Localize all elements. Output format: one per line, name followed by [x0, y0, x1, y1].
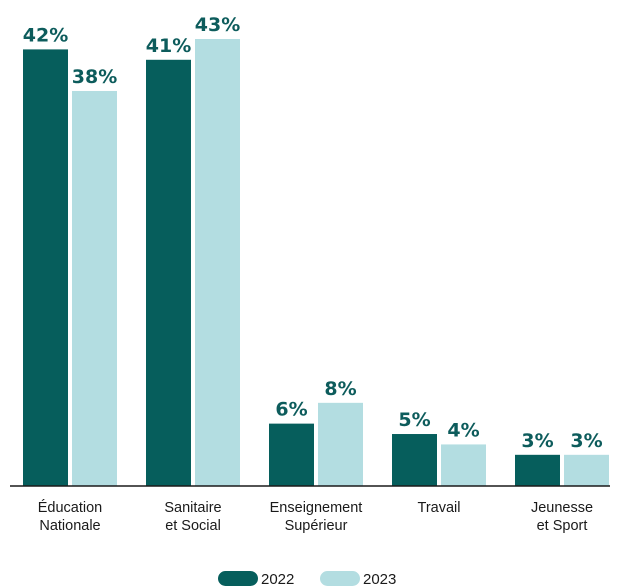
bar-2023-3: [441, 444, 486, 486]
bars-group: 42%38% 41%43% 6% 8% 5% 4% 3% 3%: [23, 14, 609, 486]
value-label-2022-3: 5%: [398, 409, 430, 431]
bar-2023-2: [318, 402, 363, 486]
category-labels: Éducation Nationale Sanitaire et Social Ense…: [38, 499, 593, 534]
value-label-2023-4: 3%: [570, 430, 602, 452]
bar-2022-0: [23, 49, 68, 486]
bar-2023-4: [564, 454, 609, 486]
bar-2022-4: [515, 454, 560, 486]
category-label-0-line-0: Éducation: [38, 499, 103, 516]
value-label-2022-1: 41%: [146, 35, 191, 57]
bar-2023-0: [72, 90, 117, 486]
bar-2022-2: [269, 423, 314, 486]
legend-swatch-2023: [320, 571, 360, 586]
value-label-2022-2: 6%: [275, 399, 307, 421]
legend-swatch-2022: [218, 571, 258, 586]
category-label-3-line-0: Travail: [418, 500, 461, 516]
value-label-2022-0: 42%: [23, 24, 68, 46]
bar-2022-3: [392, 434, 437, 486]
category-label-4-line-1: et Sport: [537, 518, 588, 534]
bar-2022-1: [146, 59, 191, 486]
legend: 2022 2023: [218, 571, 396, 588]
value-label-2023-0: 38%: [72, 66, 117, 88]
category-label-1-line-1: et Social: [165, 518, 221, 534]
category-label-2-line-1: Supérieur: [285, 518, 348, 534]
legend-label-2023: 2023: [363, 571, 396, 588]
value-label-2022-4: 3%: [521, 430, 553, 452]
bar-2023-1: [195, 39, 240, 486]
category-label-2-line-0: Enseignement: [270, 500, 363, 516]
category-label-0-line-1: Nationale: [39, 518, 100, 534]
value-label-2023-3: 4%: [447, 419, 479, 441]
legend-label-2022: 2022: [261, 571, 294, 588]
value-label-2023-2: 8%: [324, 378, 356, 400]
category-label-4-line-0: Jeunesse: [531, 500, 593, 516]
value-label-2023-1: 43%: [195, 14, 240, 36]
category-label-1-line-0: Sanitaire: [164, 500, 221, 516]
